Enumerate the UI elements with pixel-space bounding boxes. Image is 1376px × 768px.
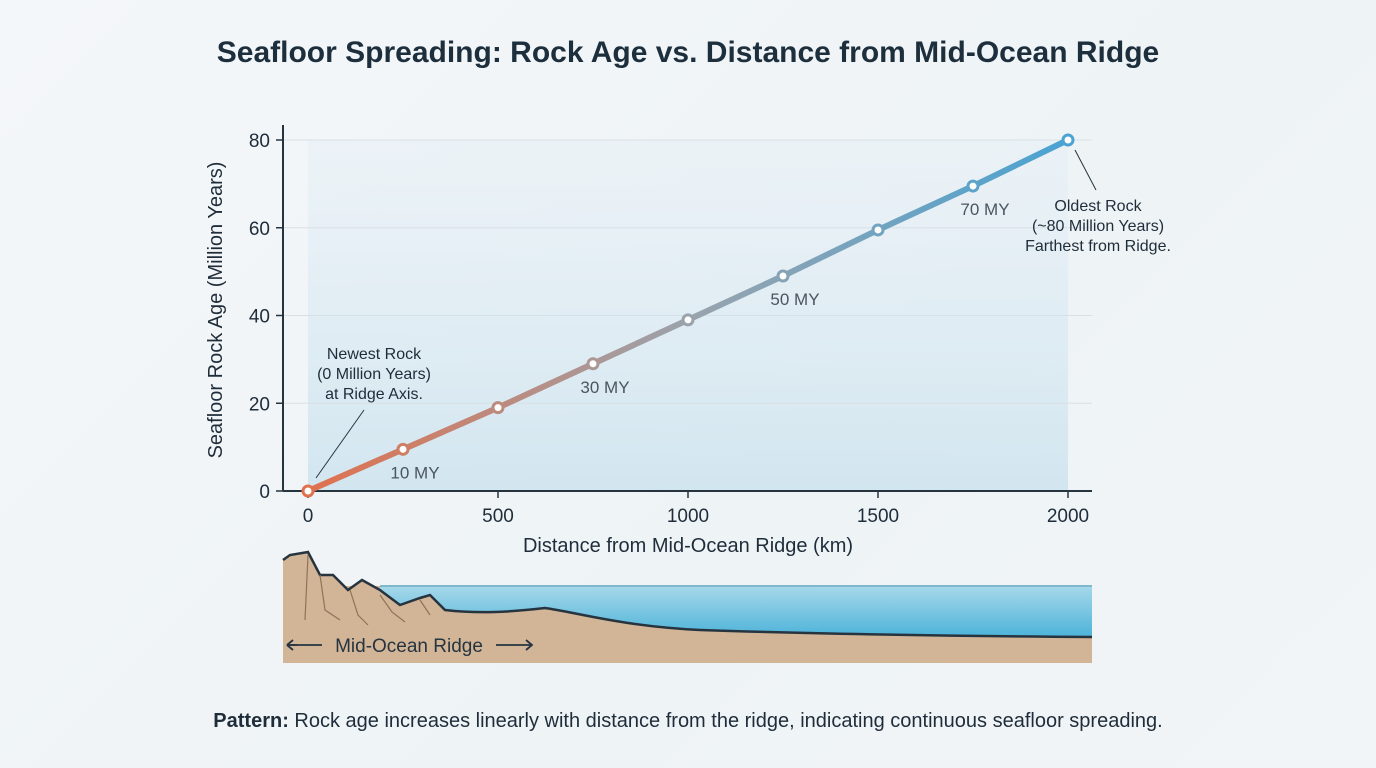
point-label: 30 MY (580, 378, 629, 397)
y-axis-label: Seafloor Rock Age (Million Years) (205, 162, 227, 459)
y-tick-label: 20 (249, 394, 270, 415)
annotation-newest-rock: (0 Million Years) (317, 366, 431, 383)
x-axis-label: Distance from Mid-Ocean Ridge (km) (523, 535, 853, 557)
annotation-oldest-rock: Farthest from Ridge. (1025, 238, 1171, 255)
data-point (966, 179, 980, 193)
point-label: 50 MY (770, 290, 819, 309)
y-tick-label: 40 (249, 307, 270, 328)
x-tick-label: 500 (482, 506, 514, 527)
data-point (871, 223, 885, 237)
chart: 0 20 40 60 80 0 500 1000 1500 2000 10 MY 30 MY 50 M… (205, 125, 1171, 663)
ridge-label: Mid-Ocean Ridge (335, 636, 483, 657)
data-point (681, 313, 695, 327)
annotation-newest-rock: at Ridge Axis. (325, 386, 423, 403)
caption-text: Rock age increases linearly with distanc… (288, 710, 1163, 732)
caption: Pattern: Rock age increases linearly wit… (0, 710, 1376, 733)
data-point (1061, 133, 1075, 147)
annotation-oldest-rock: Oldest Rock (1054, 198, 1142, 215)
y-tick-label: 60 (249, 219, 270, 240)
y-tick-label: 0 (259, 482, 270, 503)
data-point (776, 269, 790, 283)
x-tick-label: 1500 (857, 506, 899, 527)
chart-title: Seafloor Spreading: Rock Age vs. Distanc… (216, 36, 1160, 69)
ridge-illustration (282, 550, 1093, 663)
caption-bold: Pattern: (213, 710, 289, 732)
annotation-leader (1074, 149, 1097, 191)
annotation-leader (315, 409, 365, 479)
point-label: 10 MY (390, 463, 439, 482)
x-tick-label: 0 (303, 506, 314, 527)
data-point (491, 401, 505, 415)
data-point (301, 484, 315, 498)
annotation-oldest-rock: (~80 Million Years) (1032, 218, 1164, 235)
data-point (396, 442, 410, 456)
data-point (586, 357, 600, 371)
y-tick-label: 80 (249, 131, 270, 152)
x-tick-label: 1000 (667, 506, 709, 527)
point-label: 70 MY (960, 200, 1009, 219)
x-tick-label: 2000 (1047, 506, 1089, 527)
annotation-newest-rock: Newest Rock (327, 346, 422, 363)
